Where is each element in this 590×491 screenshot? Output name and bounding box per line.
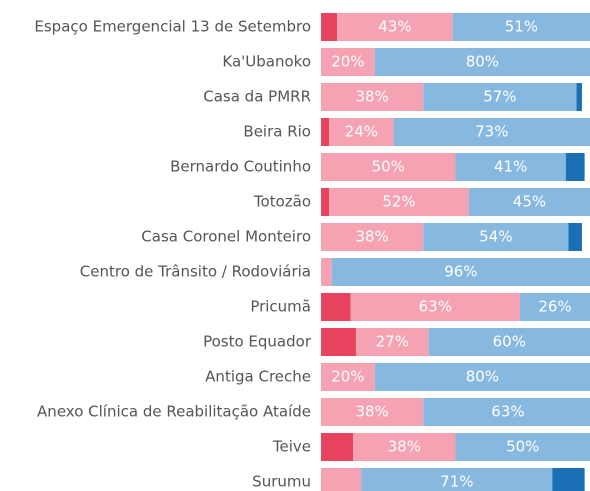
value-label: 38% (355, 228, 388, 246)
bar-segment (552, 468, 585, 491)
bar-segment (423, 223, 569, 251)
bar-segment (353, 433, 456, 461)
value-label: 80% (466, 53, 499, 71)
category-label: Beira Rio (243, 123, 311, 141)
bar-segment (321, 188, 330, 216)
bar-segment (321, 118, 330, 146)
bar-segment (565, 153, 585, 181)
bar-segment (355, 328, 429, 356)
category-label: Pricumã (250, 298, 311, 316)
value-label: 38% (388, 438, 421, 456)
value-label: 63% (419, 298, 452, 316)
bar-segment (321, 258, 332, 286)
value-label: 52% (382, 193, 415, 211)
value-label: 45% (513, 193, 546, 211)
value-label: 57% (483, 88, 516, 106)
category-label: Antiga Creche (205, 368, 311, 386)
bar-segment (520, 293, 590, 321)
bar-segment (321, 223, 424, 251)
bar-segment (428, 328, 590, 356)
bar-segment (452, 13, 590, 41)
bar-segment (321, 293, 351, 321)
value-label: 73% (475, 123, 508, 141)
bar-segment (321, 363, 375, 391)
bar-segment (331, 258, 590, 286)
category-label: Bernardo Coutinho (170, 158, 311, 176)
category-label: Surumu (252, 473, 311, 491)
bar-segment (321, 468, 362, 491)
bar-segment (468, 188, 590, 216)
bar-segment (350, 293, 521, 321)
category-label: Espaço Emergencial 13 de Setembro (34, 18, 311, 36)
category-label: Anexo Clínica de Reabilitação Ataíde (37, 403, 311, 421)
value-label: 24% (345, 123, 378, 141)
bar-segment (455, 153, 566, 181)
value-label: 50% (506, 438, 539, 456)
value-label: 80% (466, 368, 499, 386)
value-label: 96% (444, 263, 477, 281)
bar-segment (321, 83, 424, 111)
bar-segment (374, 48, 590, 76)
value-label: 54% (479, 228, 512, 246)
category-label: Casa Coronel Monteiro (141, 228, 311, 246)
value-label: 27% (376, 333, 409, 351)
bar-segment (423, 398, 590, 426)
value-label: 71% (440, 473, 473, 491)
category-label: Totozão (253, 193, 311, 211)
bar-segment (329, 188, 469, 216)
category-label: Posto Equador (203, 333, 312, 351)
bar-segment (337, 13, 453, 41)
bar-segment (374, 363, 590, 391)
value-label: 41% (494, 158, 527, 176)
bar-segment (423, 83, 577, 111)
bar-segment (455, 433, 590, 461)
value-label: 63% (491, 403, 524, 421)
value-label: 51% (505, 18, 538, 36)
bar-segment (361, 468, 553, 491)
value-label: 20% (331, 53, 364, 71)
category-label: Teive (272, 438, 311, 456)
value-label: 43% (378, 18, 411, 36)
bar-segment (321, 48, 375, 76)
value-label: 50% (372, 158, 405, 176)
category-label: Ka'Ubanoko (222, 53, 311, 71)
category-label: Centro de Trânsito / Rodoviária (80, 263, 311, 281)
value-label: 26% (538, 298, 571, 316)
bar-segment (393, 118, 590, 146)
value-label: 20% (331, 368, 364, 386)
value-label: 38% (355, 88, 388, 106)
bar-segment (321, 328, 356, 356)
bar-segment (568, 223, 582, 251)
bar-segment (321, 398, 424, 426)
category-label: Casa da PMRR (203, 88, 311, 106)
value-label: 60% (493, 333, 526, 351)
bar-segment (321, 153, 456, 181)
bar-segment (329, 118, 394, 146)
bar-segment (321, 433, 354, 461)
bar-segment (321, 13, 338, 41)
value-label: 38% (355, 403, 388, 421)
bar-segment (576, 83, 582, 111)
